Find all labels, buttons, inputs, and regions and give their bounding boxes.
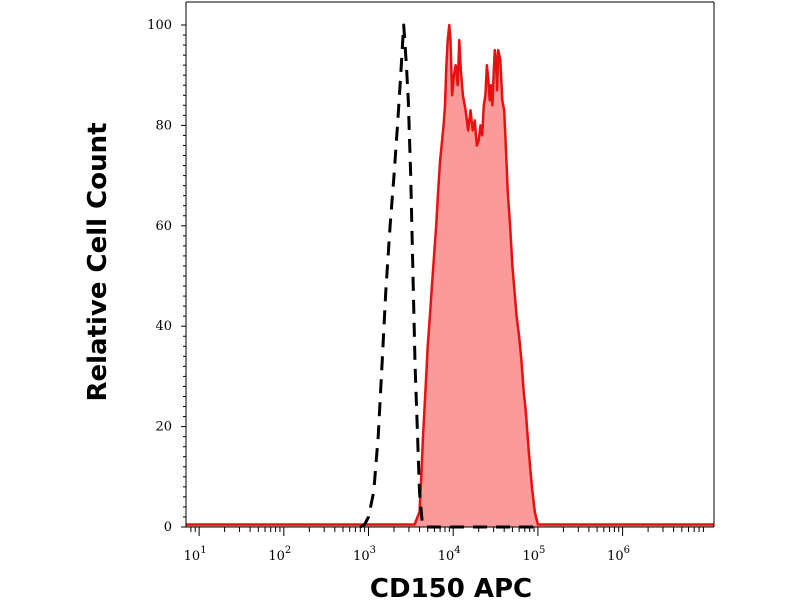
y-tick-label-0: 0	[164, 520, 172, 535]
x-tick-exponent-5: 6	[624, 545, 630, 556]
x-tick-exponent-1: 2	[285, 545, 291, 556]
x-tick-label-2: 103	[353, 545, 376, 564]
x-tick-base-3: 10	[438, 549, 455, 564]
x-axis-title: CD150 APC	[370, 574, 532, 600]
y-tick-label-1: 20	[155, 420, 172, 435]
x-tick-label-3: 104	[438, 545, 461, 564]
axes	[185, 1, 715, 528]
y-axis-title: Relative Cell Count	[83, 122, 113, 401]
y-tick-label-2: 40	[155, 319, 172, 334]
x-tick-label-0: 101	[184, 545, 207, 564]
x-tick-exponent-3: 4	[454, 545, 460, 556]
x-tick-exponent-0: 1	[200, 545, 206, 556]
plot-area	[186, 23, 714, 529]
x-tick-base-0: 10	[184, 549, 201, 564]
x-tick-exponent-4: 5	[539, 545, 545, 556]
y-tick-label-3: 60	[155, 219, 172, 234]
x-tick-label-1: 102	[268, 545, 291, 564]
x-tick-base-1: 10	[268, 549, 285, 564]
x-tick-label-4: 105	[522, 545, 545, 564]
control-series-dashed-1	[359, 23, 538, 529]
x-tick-base-2: 10	[353, 549, 370, 564]
x-tick-exponent-2: 3	[370, 545, 376, 556]
y-tick-label-4: 80	[155, 118, 172, 133]
x-tick-label-5: 106	[607, 545, 630, 564]
x-tick-base-4: 10	[522, 549, 539, 564]
y-tick-label-5: 100	[147, 18, 172, 33]
x-tick-base-5: 10	[607, 549, 624, 564]
series-fill-0	[186, 25, 714, 527]
series-line-0	[186, 23, 714, 526]
